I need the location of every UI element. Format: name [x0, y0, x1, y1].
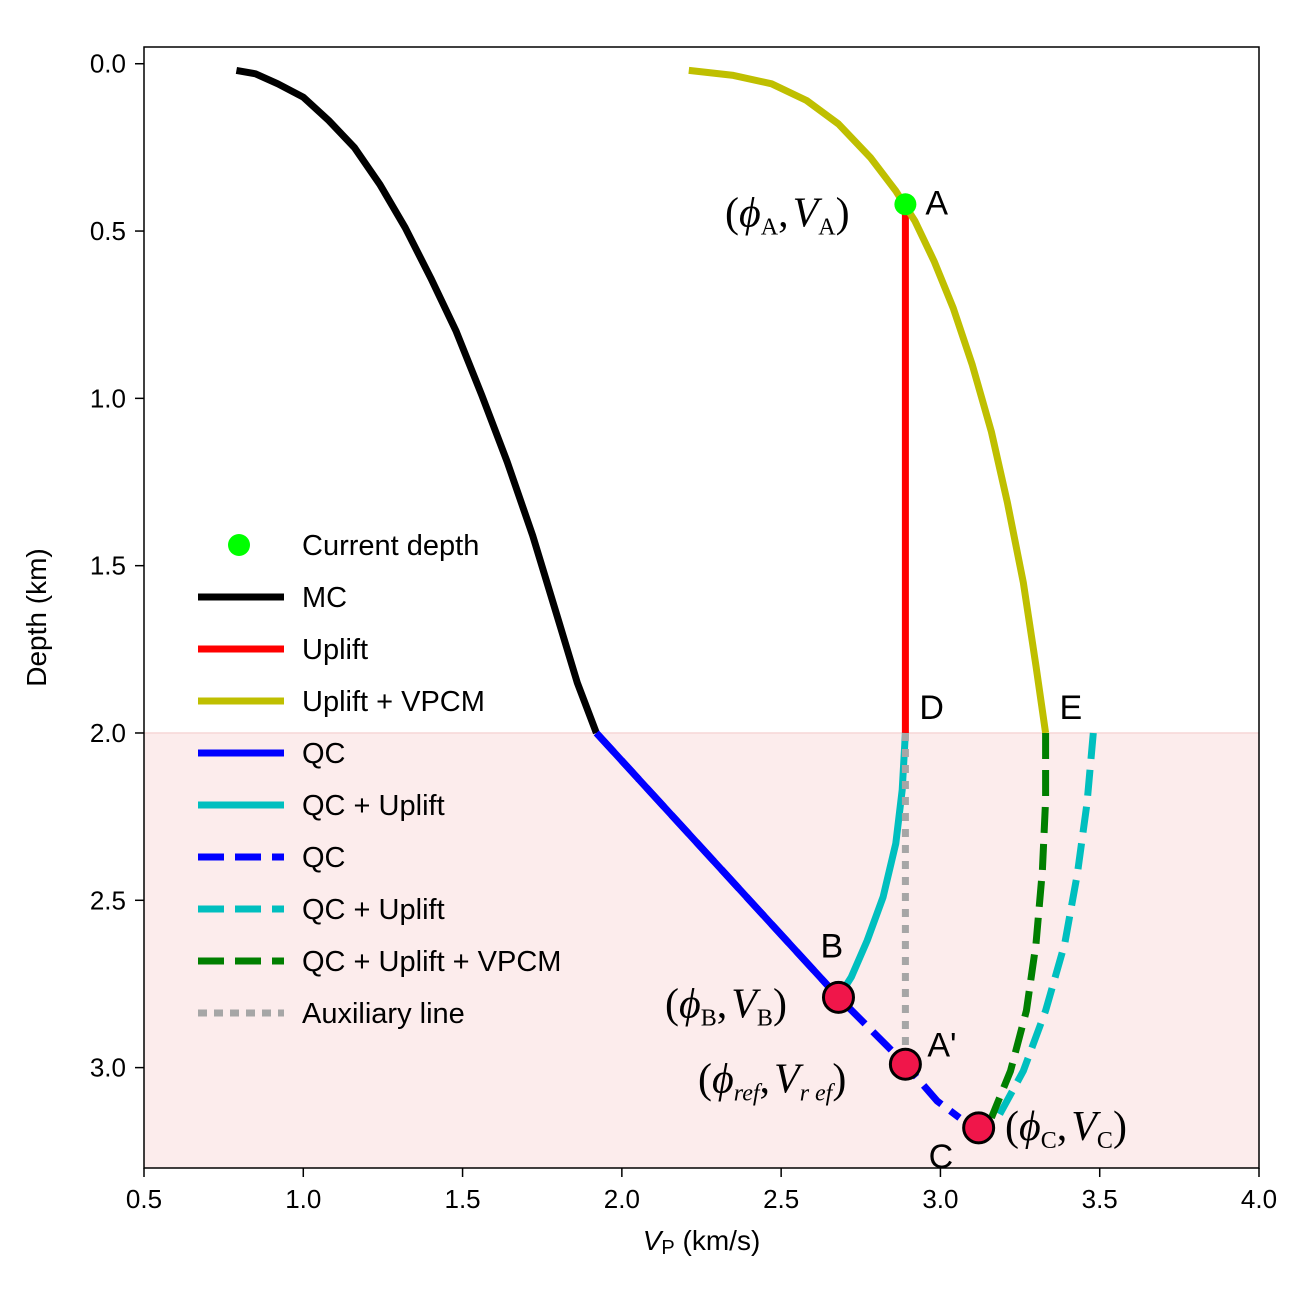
x-tick-label: 2.0	[604, 1184, 640, 1214]
tuple-label-A: (ϕA,VA)	[725, 190, 850, 240]
tuple-label-C: (ϕC,VC)	[1005, 1104, 1127, 1154]
x-tick-label: 0.5	[126, 1184, 162, 1214]
marker-A	[894, 193, 917, 216]
legend-label-uplift-solid: Uplift	[302, 634, 368, 666]
marker-C	[962, 1111, 996, 1145]
y-tick-label: 2.5	[90, 885, 126, 915]
point-label-E: E	[1060, 689, 1083, 727]
y-axis-ticks: 0.0 0.5 1.0 1.5 2.0 2.5 3.0	[90, 49, 144, 1083]
x-tick-label: 1.0	[285, 1184, 321, 1214]
x-tick-label: 2.5	[763, 1184, 799, 1214]
series-line-uplift-vpcm-solid	[688, 66, 1050, 734]
legend-label-auxiliary-line-dotted: Auxiliary line	[302, 998, 465, 1030]
legend-swatch-current-depth-marker	[228, 534, 250, 556]
series-line-mc-solid	[235, 66, 600, 735]
annotation-layer: A (ϕA,VA) B (ϕB,VB) A' (ϕref,Vr ef) C (ϕC,VC) D E	[665, 184, 1127, 1176]
marker-layer	[821, 193, 996, 1145]
tuple-label-B: (ϕB,VB)	[665, 981, 787, 1031]
tuple-label-A-prime: (ϕref,Vr ef)	[698, 1056, 846, 1106]
legend-label-qc-uplift-vpcm-dashed: QC + Uplift + VPCM	[302, 946, 561, 978]
legend-label-qc-uplift-dashed: QC + Uplift	[302, 894, 445, 926]
x-axis-label: VP (km/s)	[643, 1225, 761, 1259]
series-line-qc-uplift-dashed	[994, 732, 1097, 1120]
series-line-qc-uplift-solid	[835, 732, 909, 1000]
legend: Current depth MC Uplift Uplift + VPCM QC QC +…	[198, 530, 561, 1030]
legend-label-qc-dashed: QC	[302, 842, 346, 874]
point-label-D: D	[919, 689, 944, 727]
point-label-A-prime: A'	[927, 1026, 956, 1064]
x-axis-label-unit: (km/s)	[675, 1225, 761, 1256]
x-tick-label: 4.0	[1241, 1184, 1277, 1214]
y-tick-label: 1.5	[90, 551, 126, 581]
x-axis-label-sub: P	[661, 1237, 674, 1259]
plot-frame	[143, 46, 1260, 1169]
y-tick-label: 0.0	[90, 49, 126, 79]
y-tick-label: 1.0	[90, 383, 126, 413]
y-tick-label: 0.5	[90, 216, 126, 246]
x-tick-label: 1.5	[444, 1184, 480, 1214]
marker-Aprime	[888, 1047, 922, 1081]
legend-label-current-depth-marker: Current depth	[302, 530, 479, 562]
shaded-region	[144, 732, 1259, 1168]
y-tick-label: 2.0	[90, 718, 126, 748]
legend-label-mc-solid: MC	[302, 582, 347, 614]
y-axis-label: Depth (km)	[21, 548, 52, 686]
x-axis-label-var: V	[643, 1225, 664, 1256]
series-line-qc-uplift-vpcm-dashed	[988, 733, 1050, 1120]
legend-label-qc-solid: QC	[302, 738, 346, 770]
point-label-A: A	[925, 184, 948, 222]
legend-label-qc-uplift-solid: QC + Uplift	[302, 790, 445, 822]
legend-label-uplift-vpcm-solid: Uplift + VPCM	[302, 686, 485, 718]
marker-B	[821, 980, 855, 1014]
x-axis-ticks: 0.5 1.0 1.5 2.0 2.5 3.0 3.5 4.0	[126, 1168, 1277, 1214]
y-tick-label: 3.0	[90, 1053, 126, 1083]
x-tick-label: 3.0	[922, 1184, 958, 1214]
point-label-C: C	[929, 1138, 954, 1176]
point-label-B: B	[820, 927, 843, 965]
x-tick-label: 3.5	[1082, 1184, 1118, 1214]
